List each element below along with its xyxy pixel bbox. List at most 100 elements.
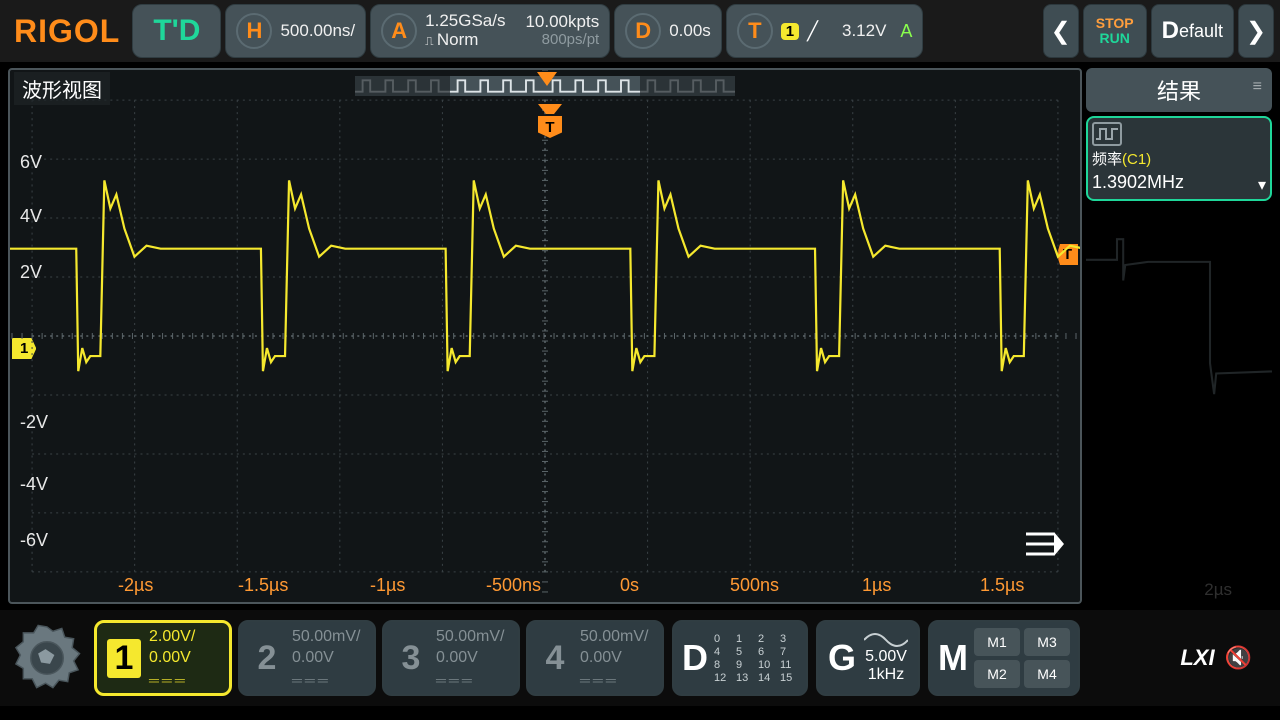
digital-bit: 5	[736, 646, 754, 658]
channel-2-box[interactable]: 2 50.00mV/ 0.00V ═══	[238, 620, 376, 696]
brand-logo: RIGOL	[6, 13, 128, 50]
x-axis-label: -2µs	[118, 575, 153, 596]
delay-value: 0.00s	[669, 21, 711, 41]
channel-scale: 50.00mV/	[436, 627, 504, 648]
sine-icon	[864, 632, 908, 648]
channel-coupling-icon: ═══	[292, 671, 360, 689]
x-axis-label: -500ns	[486, 575, 541, 596]
channel-coupling-icon: ═══	[436, 671, 504, 689]
channel-number: 3	[394, 639, 428, 678]
digital-bit: 3	[780, 633, 798, 645]
channel-number: 1	[107, 639, 141, 678]
channel-coupling-icon: ═══	[149, 671, 195, 689]
acquire-block[interactable]: A 1.25GSa/s ⎍ Norm 10.00kpts 800ps/pt	[370, 4, 610, 58]
memory-position-marker[interactable]	[537, 72, 557, 86]
channel-offset: 0.00V	[149, 648, 195, 669]
status-block[interactable]: T'D	[132, 4, 221, 58]
x-axis-label: 0s	[620, 575, 639, 596]
measurement-label: 频率(C1)	[1092, 148, 1266, 169]
horizontal-block[interactable]: H 500.00ns/	[225, 4, 366, 58]
results-preview: 2µs	[1086, 205, 1272, 604]
digital-bit: 8	[714, 659, 732, 671]
measurement-type-icon	[1092, 122, 1122, 146]
trigger-block[interactable]: T 1 ╱ 3.12V A	[726, 4, 924, 58]
channel-3-box[interactable]: 3 50.00mV/ 0.00V ═══	[382, 620, 520, 696]
channel-offset: 0.00V	[580, 648, 648, 669]
top-bar: RIGOL T'D H 500.00ns/ A 1.25GSa/s ⎍ Norm…	[0, 0, 1280, 62]
y-axis-label: 2V	[20, 262, 42, 283]
digital-bit-grid: 0123456789101112131415	[714, 633, 798, 684]
settings-gear-icon[interactable]	[8, 619, 86, 697]
waveform-grid	[10, 70, 1080, 602]
memory-bar[interactable]	[355, 76, 735, 96]
y-axis-label: 4V	[20, 206, 42, 227]
math-label: M	[938, 637, 968, 679]
channel-number: 2	[250, 639, 284, 678]
digital-bit: 14	[758, 672, 776, 684]
results-panel: 结果 ≡ 频率(C1) 1.3902MHz ▾ 2µs	[1086, 68, 1272, 604]
waveform-title: 波形视图	[14, 72, 110, 105]
math-slot[interactable]: M2	[974, 660, 1020, 688]
nav-prev-button[interactable]: ❮	[1043, 4, 1079, 58]
channel-offset: 0.00V	[292, 648, 360, 669]
digital-bit: 9	[736, 659, 754, 671]
digital-label: D	[682, 637, 708, 679]
t-icon: T	[737, 13, 773, 49]
sample-rate: 1.25GSa/s	[425, 12, 505, 31]
channel-4-box[interactable]: 4 50.00mV/ 0.00V ═══	[526, 620, 664, 696]
y-axis-label: 6V	[20, 152, 42, 173]
bottom-bar: 1 2.00V/ 0.00V ═══ 2 50.00mV/ 0.00V ═══ …	[0, 610, 1280, 706]
nav-next-button[interactable]: ❯	[1238, 4, 1274, 58]
speaker-mute-icon[interactable]: 🔇	[1225, 645, 1252, 671]
generator-frequency: 1kHz	[868, 666, 904, 684]
run-status: T'D	[143, 14, 210, 48]
results-menu-icon[interactable]: ≡	[1253, 78, 1262, 96]
expand-menu-icon[interactable]	[1024, 529, 1064, 566]
y-axis-label: -2V	[20, 412, 48, 433]
math-slot[interactable]: M4	[1024, 660, 1070, 688]
acq-mode: ⎍ Norm	[425, 31, 478, 50]
math-slot[interactable]: M3	[1024, 628, 1070, 656]
digital-bit: 11	[780, 659, 798, 671]
stop-run-button[interactable]: STOP RUN	[1083, 4, 1147, 58]
x-axis-label: 1µs	[862, 575, 891, 596]
x-axis-label: -1.5µs	[238, 575, 288, 596]
channel-coupling-icon: ═══	[580, 671, 648, 689]
digital-channels-box[interactable]: D 0123456789101112131415	[672, 620, 808, 696]
x-axis-label: 1.5µs	[980, 575, 1024, 596]
dropdown-icon[interactable]: ▾	[1258, 175, 1266, 195]
digital-bit: 12	[714, 672, 732, 684]
digital-bit: 13	[736, 672, 754, 684]
results-header[interactable]: 结果 ≡	[1086, 68, 1272, 112]
channel-scale: 50.00mV/	[292, 627, 360, 648]
generator-box[interactable]: G 5.00V 1kHz	[816, 620, 920, 696]
digital-bit: 4	[714, 646, 732, 658]
channel-number: 4	[538, 639, 572, 678]
digital-bit: 2	[758, 633, 776, 645]
channel-1-box[interactable]: 1 2.00V/ 0.00V ═══	[94, 620, 232, 696]
x-axis-label: 500ns	[730, 575, 779, 596]
math-box[interactable]: M M1M3M2M4	[928, 620, 1080, 696]
time-per-pt: 800ps/pt	[542, 32, 600, 49]
d-icon: D	[625, 13, 661, 49]
waveform-view[interactable]: 波形视图 T T 1 6V4V2V-2V-4V-6V -2µs-1.5µs-1µ…	[8, 68, 1082, 604]
generator-label: G	[828, 637, 856, 679]
trigger-level: 3.12V	[842, 21, 886, 41]
lxi-badge: LXI 🔇	[1180, 645, 1272, 671]
digital-bit: 0	[714, 633, 732, 645]
measurement-card[interactable]: 频率(C1) 1.3902MHz ▾	[1086, 116, 1272, 201]
trigger-mode: A	[900, 21, 912, 42]
y-axis-label: -6V	[20, 530, 48, 551]
generator-voltage: 5.00V	[865, 648, 907, 666]
trigger-edge-icon: ╱	[807, 21, 818, 42]
a-icon: A	[381, 13, 417, 49]
trigger-source-chip: 1	[781, 23, 799, 40]
channel-scale: 50.00mV/	[580, 627, 648, 648]
delay-block[interactable]: D 0.00s	[614, 4, 722, 58]
x-axis-label: -1µs	[370, 575, 405, 596]
trigger-time-marker[interactable]: T	[538, 104, 562, 138]
default-button[interactable]: Default	[1151, 4, 1234, 58]
digital-bit: 7	[780, 646, 798, 658]
math-slot[interactable]: M1	[974, 628, 1020, 656]
channel-offset: 0.00V	[436, 648, 504, 669]
